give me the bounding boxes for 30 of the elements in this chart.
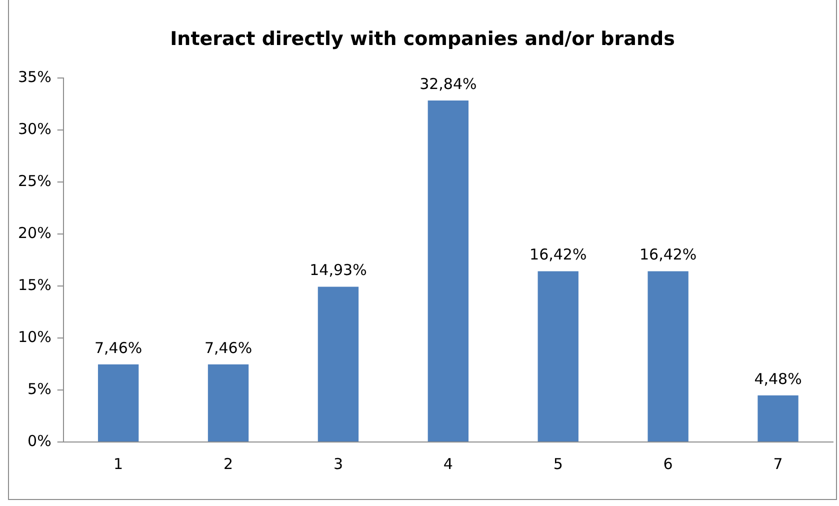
x-tick-label: 2 (223, 454, 234, 473)
y-tick-label: 25% (18, 172, 52, 190)
data-label: 7,46% (94, 338, 142, 357)
y-tick-label: 10% (18, 328, 52, 346)
data-label: 16,42% (639, 246, 697, 264)
bar (428, 100, 469, 442)
y-tick-label: 15% (18, 276, 52, 294)
y-tick-label: 20% (18, 224, 52, 242)
data-label: 32,84% (420, 74, 477, 93)
y-tick-label: 30% (18, 120, 52, 138)
data-label: 14,93% (310, 261, 367, 280)
y-tick-label: 35% (18, 68, 52, 86)
bar (758, 395, 798, 442)
y-tick-label: 0% (28, 432, 52, 450)
x-tick-label: 5 (553, 454, 563, 473)
x-tick-label: 3 (333, 454, 343, 473)
x-tick-label: 7 (773, 454, 783, 473)
x-tick-label: 6 (663, 454, 673, 473)
data-label: 4,48% (754, 370, 802, 388)
x-tick-label: 4 (443, 454, 453, 473)
chart-title: Interact directly with companies and/or brands (169, 28, 676, 50)
x-tick-label: 1 (114, 454, 124, 473)
bar (538, 271, 578, 442)
bar (98, 364, 139, 442)
bar (318, 286, 359, 442)
y-tick-label: 5% (28, 380, 52, 398)
data-label: 16,42% (530, 246, 587, 264)
bar (648, 271, 688, 442)
bar (208, 364, 249, 442)
data-label: 7,46% (204, 338, 252, 357)
